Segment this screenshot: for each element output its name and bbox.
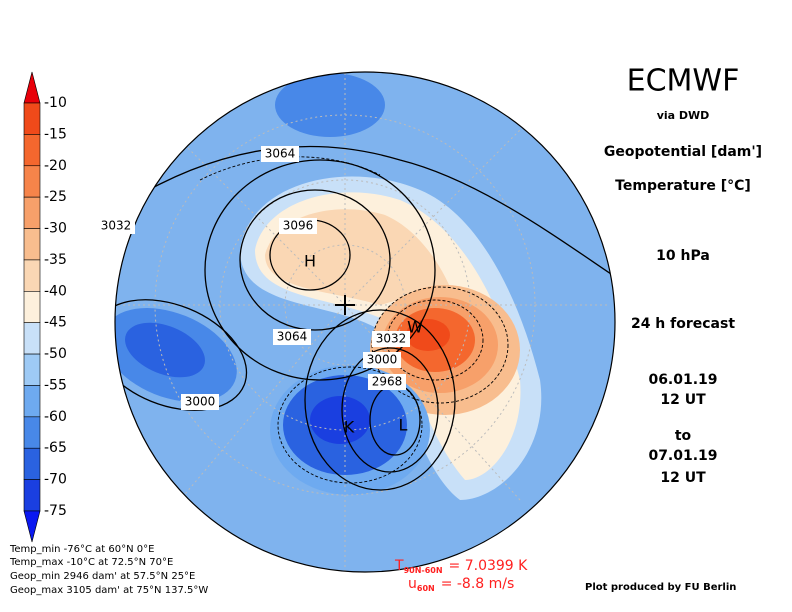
contour-label: 3000 [185, 395, 216, 409]
contour-label-box [363, 352, 401, 368]
contour-label-box [97, 218, 135, 234]
colorbar-label: -10 [44, 95, 67, 111]
to: to [675, 428, 692, 444]
colorbar-cap [23, 71, 41, 104]
colorbar-label: -30 [44, 221, 67, 237]
pressure-marker: K [344, 418, 355, 437]
colorbar-segment [23, 134, 41, 167]
contour-label-box [181, 394, 219, 410]
plus-marker [335, 295, 355, 315]
contour-label: 3032 [376, 332, 407, 346]
end-date: 07.01.19 [648, 448, 717, 464]
source: via DWD [657, 109, 710, 122]
contour-label-box [279, 218, 317, 234]
colorbar-label: -45 [44, 315, 67, 331]
colorbar-segment [23, 353, 41, 386]
map-disc [115, 72, 615, 572]
colorbar-label: -15 [44, 126, 67, 142]
start-date: 06.01.19 [648, 372, 717, 388]
colorbar-segment [23, 196, 41, 229]
level: 10 hPa [656, 248, 710, 264]
stat: Temp_max -10°C at 72.5°N 70°E [9, 557, 173, 568]
colorbar-segment [23, 102, 41, 135]
colorbar-label: -25 [44, 189, 67, 205]
colorbar-segment [23, 479, 41, 512]
contour-label: 2968 [372, 375, 403, 389]
credit: Plot produced by FU Berlin [585, 582, 736, 593]
colorbar-segment [23, 259, 41, 292]
colorbar-label: -35 [44, 252, 67, 268]
colorbar-label: -70 [44, 472, 67, 488]
colorbar-segment [23, 165, 41, 198]
pressure-marker: W [407, 318, 423, 337]
colorbar-label: -75 [44, 503, 67, 519]
map-border [114, 71, 616, 573]
colorbar-segment [23, 447, 41, 480]
colorbar-label: -40 [44, 283, 67, 299]
map-markers: H L W K [304, 252, 423, 437]
contour-label: 3064 [277, 330, 308, 344]
colorbar-label: -55 [44, 377, 67, 393]
title: ECMWF [627, 64, 740, 99]
field-geopotential: Geopotential [dam'] [604, 144, 762, 160]
colorbar-segment [23, 291, 41, 323]
colorbar-label: -60 [44, 409, 67, 425]
stat: Geop_max 3105 dam' at 75°N 137.5°W [10, 585, 208, 596]
stat: Geop_min 2946 dam' at 57.5°N 25°E [10, 571, 195, 582]
colorbar-segment [23, 416, 41, 449]
colorbar-segment [23, 385, 41, 418]
contour-label-box [273, 329, 311, 345]
contour-label-box [372, 331, 410, 347]
start-time: 12 UT [660, 392, 706, 408]
colorbar-segment [23, 322, 41, 355]
contour-label-box [368, 374, 406, 390]
contour-label: 3000 [367, 353, 398, 367]
pressure-marker: L [399, 416, 408, 435]
stat: Temp_min -76°C at 60°N 0°E [9, 544, 154, 555]
forecast: 24 h forecast [631, 316, 735, 332]
contour-label: 3096 [283, 219, 314, 233]
colorbar-label: -65 [44, 440, 67, 456]
colorbar: -10 -15 -20 -25 -30 -35 -40 -45 -50 -55 -60 -65 -70 -… [23, 71, 67, 543]
colorbar-label: -50 [44, 346, 67, 362]
contour-label: 3064 [265, 147, 296, 161]
contour-labels: 3064 3032 3096 3064 3032 3000 2968 3000 [97, 146, 410, 410]
diagnostic: u60N = -8.8 m/s [408, 576, 514, 593]
contour-label: 3032 [101, 219, 132, 233]
field-temperature: Temperature [°C] [615, 178, 751, 194]
colorbar-cap [23, 510, 41, 543]
colorbar-segment [23, 228, 41, 261]
pressure-marker: H [304, 252, 316, 271]
end-time: 12 UT [660, 470, 706, 486]
colorbar-label: -20 [44, 158, 67, 174]
diagnostic: T90N-60N = 7.0399 K [394, 558, 528, 575]
contour-label-box [261, 146, 299, 162]
